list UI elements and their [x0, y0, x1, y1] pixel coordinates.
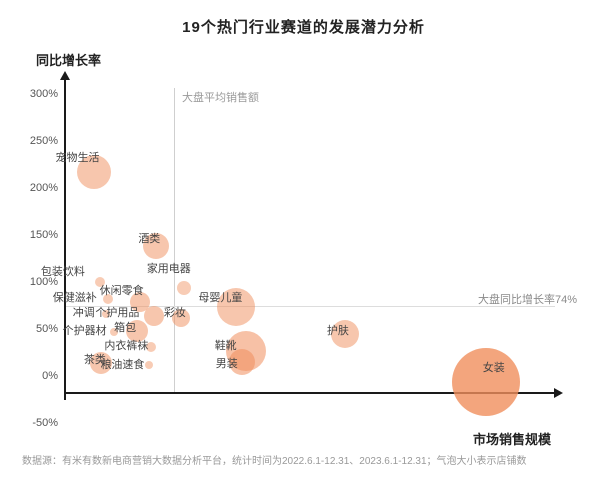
bubble-label: 内衣裤袜	[104, 339, 149, 352]
y-tick-label: -50%	[32, 417, 58, 429]
x-axis-line	[64, 392, 555, 394]
bubble-label: 彩妆	[163, 306, 186, 319]
chart-bubble	[171, 308, 190, 327]
y-axis-title: 同比增长率	[36, 53, 102, 68]
chart-bubble	[102, 293, 113, 304]
y-tick-label: 0%	[42, 370, 58, 382]
data-source-note: 数据源：有米有数新电商营销大数据分析平台，统计时间为2022.6.1-12.31…	[22, 456, 527, 467]
y-tick-label: 100%	[29, 276, 58, 288]
chart-title: 19个热门行业赛道的发展潜力分析	[182, 19, 425, 36]
bubble-label: 男装	[215, 357, 238, 370]
y-axis-line	[64, 80, 66, 400]
vertical-reference-line	[174, 88, 175, 392]
bubble-label: 休闲零食	[99, 284, 144, 297]
chart-bubble	[101, 309, 110, 318]
chart-bubble	[77, 155, 112, 190]
x-axis-arrow-icon	[554, 388, 563, 398]
bubble-label: 女装	[482, 361, 505, 374]
bubble-label: 粮油速食	[100, 358, 145, 371]
y-tick-label: 300%	[29, 88, 58, 100]
y-tick-label: 50%	[35, 323, 58, 335]
bubble-label: 箱包	[114, 321, 137, 334]
bubble-label: 个护器材	[62, 324, 107, 337]
chart-bubble	[145, 360, 154, 369]
chart-bubble	[146, 341, 157, 352]
bubble-label: 茶类	[83, 353, 106, 366]
bubble-label: 冲调	[72, 306, 95, 319]
vertical-reference-label: 大盘平均销售额	[182, 92, 259, 104]
chart-bubble	[176, 280, 191, 295]
chart-bubble	[144, 305, 165, 326]
chart-bubble	[228, 348, 255, 375]
chart-bubble	[451, 347, 520, 416]
horizontal-reference-label: 大盘同比增长率74%	[477, 294, 577, 307]
chart-bubble	[126, 319, 149, 342]
bubble-label: 母婴儿童	[198, 292, 243, 305]
y-tick-label: 200%	[29, 182, 58, 194]
chart-bubble	[109, 327, 118, 336]
bubble-label: 保健滋补	[52, 291, 97, 304]
y-axis-arrow-icon	[60, 71, 70, 80]
chart-bubble	[89, 351, 112, 374]
chart-bubble	[143, 233, 170, 260]
bubble-label: 宠物生活	[55, 152, 100, 165]
horizontal-reference-line	[65, 306, 555, 308]
bubble-label: 包装饮料	[40, 266, 85, 278]
chart-bubble	[94, 277, 105, 287]
bubble-label: 酒类	[138, 233, 161, 246]
bubble-label: 护肤	[326, 324, 349, 337]
chart-bubble	[330, 319, 359, 348]
x-axis-title: 市场销售规模	[472, 432, 551, 447]
y-tick-label: 150%	[29, 229, 58, 241]
bubble-label: 家用电器	[146, 262, 191, 275]
chart-bubble	[217, 288, 256, 327]
chart-bubble	[129, 291, 150, 312]
y-tick-label: 250%	[29, 135, 58, 147]
bubble-label: 鞋靴	[214, 339, 237, 352]
bubble-label: 个护用品	[95, 306, 140, 319]
